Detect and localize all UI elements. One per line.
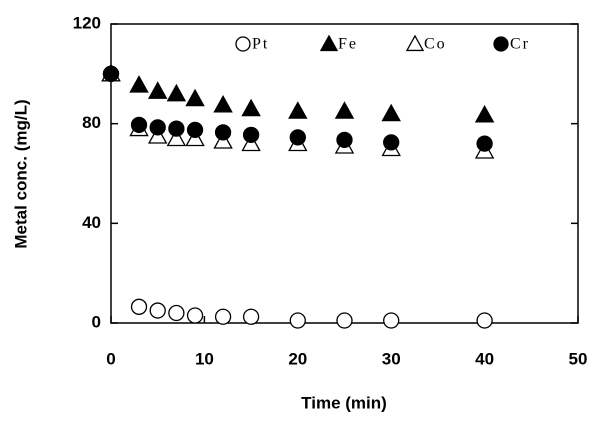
point (242, 308, 260, 325)
x-axis-label: Time (min) (301, 393, 387, 412)
point (168, 304, 185, 322)
point (476, 135, 493, 152)
legend-marker (235, 36, 251, 52)
point (241, 98, 261, 117)
x-tick-label: 30 (382, 349, 401, 368)
point (334, 101, 355, 119)
point (166, 83, 187, 102)
y-tick-label: 80 (82, 113, 101, 132)
legend-label: Fe (338, 36, 358, 53)
point (214, 308, 232, 325)
legend-marker (319, 34, 339, 52)
x-tick-label: 20 (288, 349, 307, 368)
point (129, 75, 149, 93)
point (289, 129, 306, 146)
point (336, 312, 353, 329)
point (336, 131, 353, 149)
point (186, 307, 204, 324)
point (102, 65, 120, 82)
legend-label: Co (424, 36, 447, 53)
point (168, 120, 185, 137)
legend-label: Cr (510, 36, 530, 53)
point (130, 298, 148, 315)
point (213, 95, 233, 113)
point (474, 104, 495, 123)
point (166, 128, 187, 147)
point (289, 312, 306, 329)
point (130, 116, 148, 134)
x-tick-label: 10 (195, 349, 214, 368)
y-tick-label: 120 (73, 13, 101, 32)
legend-marker (405, 34, 425, 52)
point (185, 88, 205, 107)
point (242, 126, 260, 144)
point (147, 81, 168, 99)
x-tick-label: 50 (569, 349, 588, 368)
y-tick-label: 40 (82, 213, 101, 232)
point (149, 302, 166, 319)
x-tick-label: 40 (475, 349, 494, 368)
point (149, 119, 166, 136)
y-axis-label: Metal conc. (mg/L) (11, 99, 30, 248)
point (381, 103, 401, 122)
legend-label: Pt (252, 36, 269, 53)
plot-frame (110, 23, 579, 324)
point (476, 312, 493, 329)
point (383, 134, 400, 151)
point (186, 121, 204, 139)
point (383, 312, 400, 329)
y-tick-label: 0 (92, 312, 101, 331)
point (214, 124, 232, 141)
legend-marker (493, 36, 509, 52)
point (288, 101, 308, 119)
x-tick-label: 0 (106, 349, 115, 368)
